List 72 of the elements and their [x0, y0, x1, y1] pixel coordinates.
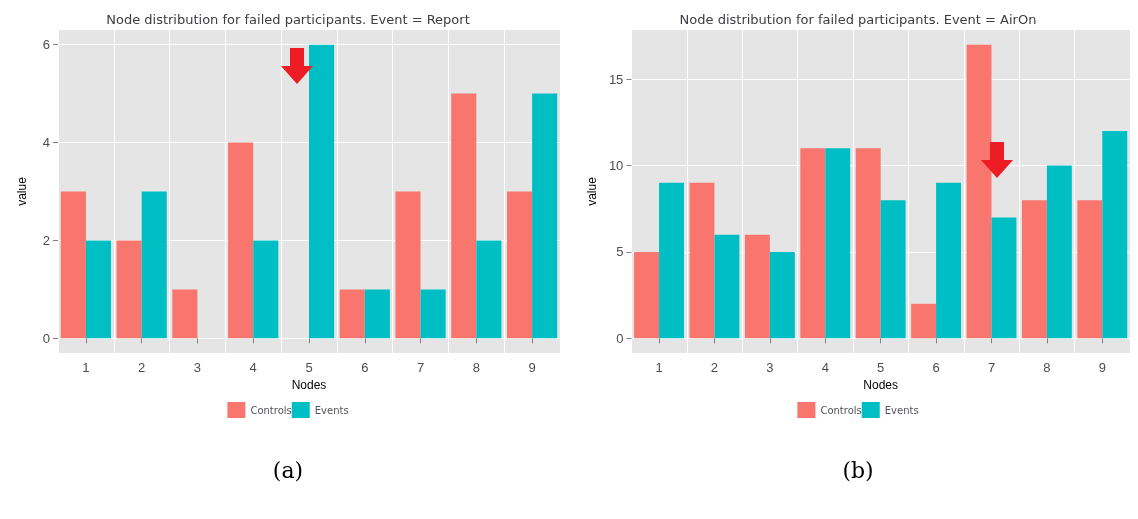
text: (a): [271, 458, 305, 483]
x-tick-label: 2: [710, 360, 719, 375]
bar: [507, 191, 533, 339]
bar: [85, 240, 111, 339]
bar: [60, 191, 86, 339]
x-tick-label: 5: [305, 360, 313, 375]
chart-title: Node distribution for failed participants. Event = AirOn: [679, 12, 1037, 27]
y-tick-label: 0: [42, 330, 50, 346]
y-axis-title: value: [15, 176, 29, 206]
text: (b): [841, 458, 875, 483]
x-tick-label: 4: [249, 360, 257, 375]
bar: [141, 191, 167, 339]
x-tick-label: 4: [821, 360, 829, 375]
x-tick-label: 5: [877, 360, 885, 375]
bar: [339, 289, 365, 339]
bar: [880, 200, 906, 339]
bar: [855, 148, 881, 339]
y-tick-label: 6: [42, 37, 50, 53]
x-tick-label: 9: [528, 360, 536, 375]
bar: [744, 234, 770, 339]
bar: [659, 182, 684, 339]
bar: [800, 148, 826, 339]
bar: [936, 182, 962, 339]
bar: [228, 142, 254, 339]
y-tick-label: 10: [608, 158, 624, 174]
bar: [116, 240, 142, 339]
y-tick-label: 5: [616, 244, 624, 260]
bar: [1046, 165, 1072, 339]
bar: [1021, 200, 1047, 339]
x-tick-label: 3: [193, 360, 202, 375]
bar: [395, 191, 421, 339]
bar: [634, 251, 660, 339]
bar: [966, 44, 992, 339]
x-tick-label: 7: [416, 360, 425, 375]
bar: [769, 251, 795, 339]
bar: [991, 217, 1017, 339]
bar: [689, 182, 715, 339]
y-tick-label: 2: [42, 232, 50, 248]
legend-label: Controls: [820, 404, 862, 416]
x-tick-label: 3: [766, 360, 774, 375]
bar: [714, 234, 740, 339]
bar: [172, 289, 198, 339]
bar: [532, 93, 558, 339]
x-axis-title: Nodes: [863, 377, 899, 392]
x-tick-label: 8: [1043, 360, 1051, 375]
bar: [451, 93, 477, 339]
legend-label: Controls: [250, 404, 292, 416]
y-axis-title: value: [585, 176, 599, 206]
y-tick-label: 4: [42, 135, 50, 151]
x-tick-label: 6: [361, 360, 369, 375]
x-tick-label: 1: [655, 360, 663, 375]
y-tick-label: 0: [616, 330, 624, 346]
bar: [253, 240, 279, 339]
legend-label: Events: [314, 404, 349, 416]
legend-label: Events: [884, 404, 919, 416]
bar: [911, 303, 937, 339]
bar: [1102, 131, 1128, 339]
chart-title: Node distribution for failed participants. Event = Report: [106, 12, 470, 27]
bar: [825, 148, 851, 339]
x-tick-label: 8: [472, 360, 480, 375]
x-tick-label: 2: [138, 360, 146, 375]
x-tick-label: 1: [82, 360, 90, 375]
x-tick-label: 9: [1098, 360, 1106, 375]
bar: [364, 289, 390, 339]
x-axis-title: Nodes: [291, 377, 327, 392]
x-tick-label: 7: [987, 360, 996, 375]
bar: [476, 240, 502, 339]
bar: [1077, 200, 1103, 339]
x-tick-label: 6: [932, 360, 940, 375]
bar: [309, 44, 335, 339]
bar: [420, 289, 446, 339]
y-tick-label: 15: [608, 71, 624, 87]
